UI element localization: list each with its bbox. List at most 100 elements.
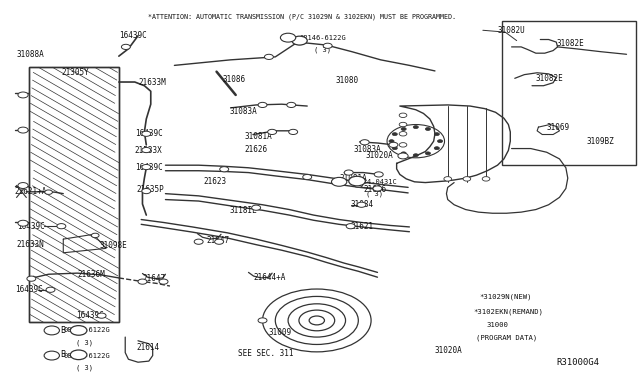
Circle shape: [220, 167, 228, 172]
Circle shape: [44, 351, 60, 360]
Bar: [502, 21, 636, 165]
Circle shape: [252, 205, 260, 210]
Circle shape: [401, 128, 406, 131]
Text: 08146-6122G: 08146-6122G: [63, 353, 110, 359]
Circle shape: [426, 128, 431, 131]
Circle shape: [354, 182, 363, 187]
Text: *3102EKN(REMAND): *3102EKN(REMAND): [473, 309, 543, 315]
Text: B: B: [76, 327, 81, 333]
Text: 31009: 31009: [269, 328, 292, 337]
Circle shape: [398, 153, 408, 159]
Circle shape: [399, 132, 407, 136]
Text: 3109BZ: 3109BZ: [587, 137, 614, 146]
Circle shape: [295, 39, 304, 45]
Circle shape: [27, 276, 36, 281]
Circle shape: [122, 44, 131, 49]
Circle shape: [444, 177, 452, 181]
Circle shape: [346, 224, 355, 229]
Circle shape: [289, 129, 298, 135]
Text: *ATTENTION: AUTOMATIC TRANSMISSION (P/C 31029N & 3102EKN) MUST BE PROGRAMMED.: *ATTENTION: AUTOMATIC TRANSMISSION (P/C …: [148, 14, 456, 20]
Circle shape: [392, 147, 397, 150]
Circle shape: [97, 313, 106, 318]
Text: 16439C: 16439C: [15, 285, 42, 294]
Text: 21621+A: 21621+A: [15, 187, 47, 196]
Circle shape: [323, 43, 332, 48]
Text: B: B: [355, 178, 360, 184]
Text: 31080: 31080: [335, 76, 358, 85]
Text: B: B: [49, 327, 54, 333]
Text: 31082U: 31082U: [497, 26, 525, 35]
Text: 21614: 21614: [136, 343, 159, 352]
Circle shape: [142, 131, 151, 137]
Text: B: B: [297, 38, 302, 44]
Text: (PROGRAM DATA): (PROGRAM DATA): [476, 334, 538, 341]
Text: 21626: 21626: [244, 145, 268, 154]
Text: 31084: 31084: [351, 200, 374, 209]
Text: 16439C: 16439C: [76, 311, 104, 320]
Circle shape: [360, 140, 369, 145]
Circle shape: [482, 177, 490, 181]
Text: 21633N: 21633N: [17, 240, 44, 249]
Circle shape: [287, 102, 296, 108]
Text: 31088A: 31088A: [17, 50, 44, 59]
Text: 21636M: 21636M: [77, 270, 105, 279]
Circle shape: [373, 186, 382, 191]
Circle shape: [426, 152, 431, 155]
Circle shape: [214, 239, 223, 244]
Circle shape: [349, 176, 365, 186]
Text: 08146-6122G: 08146-6122G: [300, 35, 346, 41]
Bar: [29, 67, 119, 322]
Text: 31082E: 31082E: [556, 39, 584, 48]
Circle shape: [258, 102, 267, 108]
Text: B: B: [49, 353, 54, 359]
Circle shape: [258, 318, 267, 323]
Text: B: B: [61, 350, 66, 359]
Text: 31000: 31000: [486, 322, 508, 328]
Text: *31029N(NEW): *31029N(NEW): [479, 294, 532, 301]
Circle shape: [303, 174, 312, 180]
Text: 21533X: 21533X: [135, 146, 163, 155]
Text: B: B: [285, 35, 291, 41]
Circle shape: [438, 140, 443, 142]
Text: ( 3): ( 3): [76, 339, 93, 346]
Circle shape: [18, 92, 28, 98]
Text: 31081A: 31081A: [339, 174, 367, 183]
Circle shape: [46, 287, 55, 292]
Text: 21644+A: 21644+A: [253, 273, 285, 282]
Text: ( 3): ( 3): [366, 190, 383, 197]
Text: 31020A: 31020A: [366, 151, 394, 160]
Text: 21626: 21626: [364, 185, 387, 194]
Circle shape: [389, 142, 398, 147]
Circle shape: [374, 172, 383, 177]
Text: 31083A: 31083A: [229, 107, 257, 116]
Circle shape: [44, 326, 60, 335]
Circle shape: [264, 54, 273, 60]
Circle shape: [413, 154, 419, 157]
Text: 16439C: 16439C: [135, 163, 163, 172]
Text: 21647: 21647: [206, 236, 230, 245]
Text: B: B: [337, 179, 342, 185]
Text: 31082E: 31082E: [536, 74, 564, 83]
Text: ( 3): ( 3): [76, 364, 93, 371]
Circle shape: [399, 113, 407, 118]
Circle shape: [18, 127, 28, 133]
Text: 16439C: 16439C: [135, 129, 163, 138]
Circle shape: [92, 233, 99, 238]
Circle shape: [401, 152, 406, 155]
Circle shape: [463, 177, 470, 181]
Circle shape: [413, 126, 419, 129]
Text: 16439C: 16439C: [17, 222, 44, 231]
Text: 31020A: 31020A: [435, 346, 463, 355]
Text: 31081A: 31081A: [244, 132, 273, 141]
Circle shape: [70, 350, 87, 360]
Text: 21635P: 21635P: [136, 185, 164, 194]
Circle shape: [268, 129, 276, 135]
Text: 21633M: 21633M: [138, 77, 166, 87]
Text: 21621: 21621: [351, 222, 374, 231]
Circle shape: [194, 239, 203, 244]
Text: 21647: 21647: [143, 274, 166, 283]
Text: 31086: 31086: [223, 74, 246, 84]
Circle shape: [389, 140, 394, 142]
Circle shape: [332, 177, 347, 186]
Circle shape: [399, 122, 407, 127]
